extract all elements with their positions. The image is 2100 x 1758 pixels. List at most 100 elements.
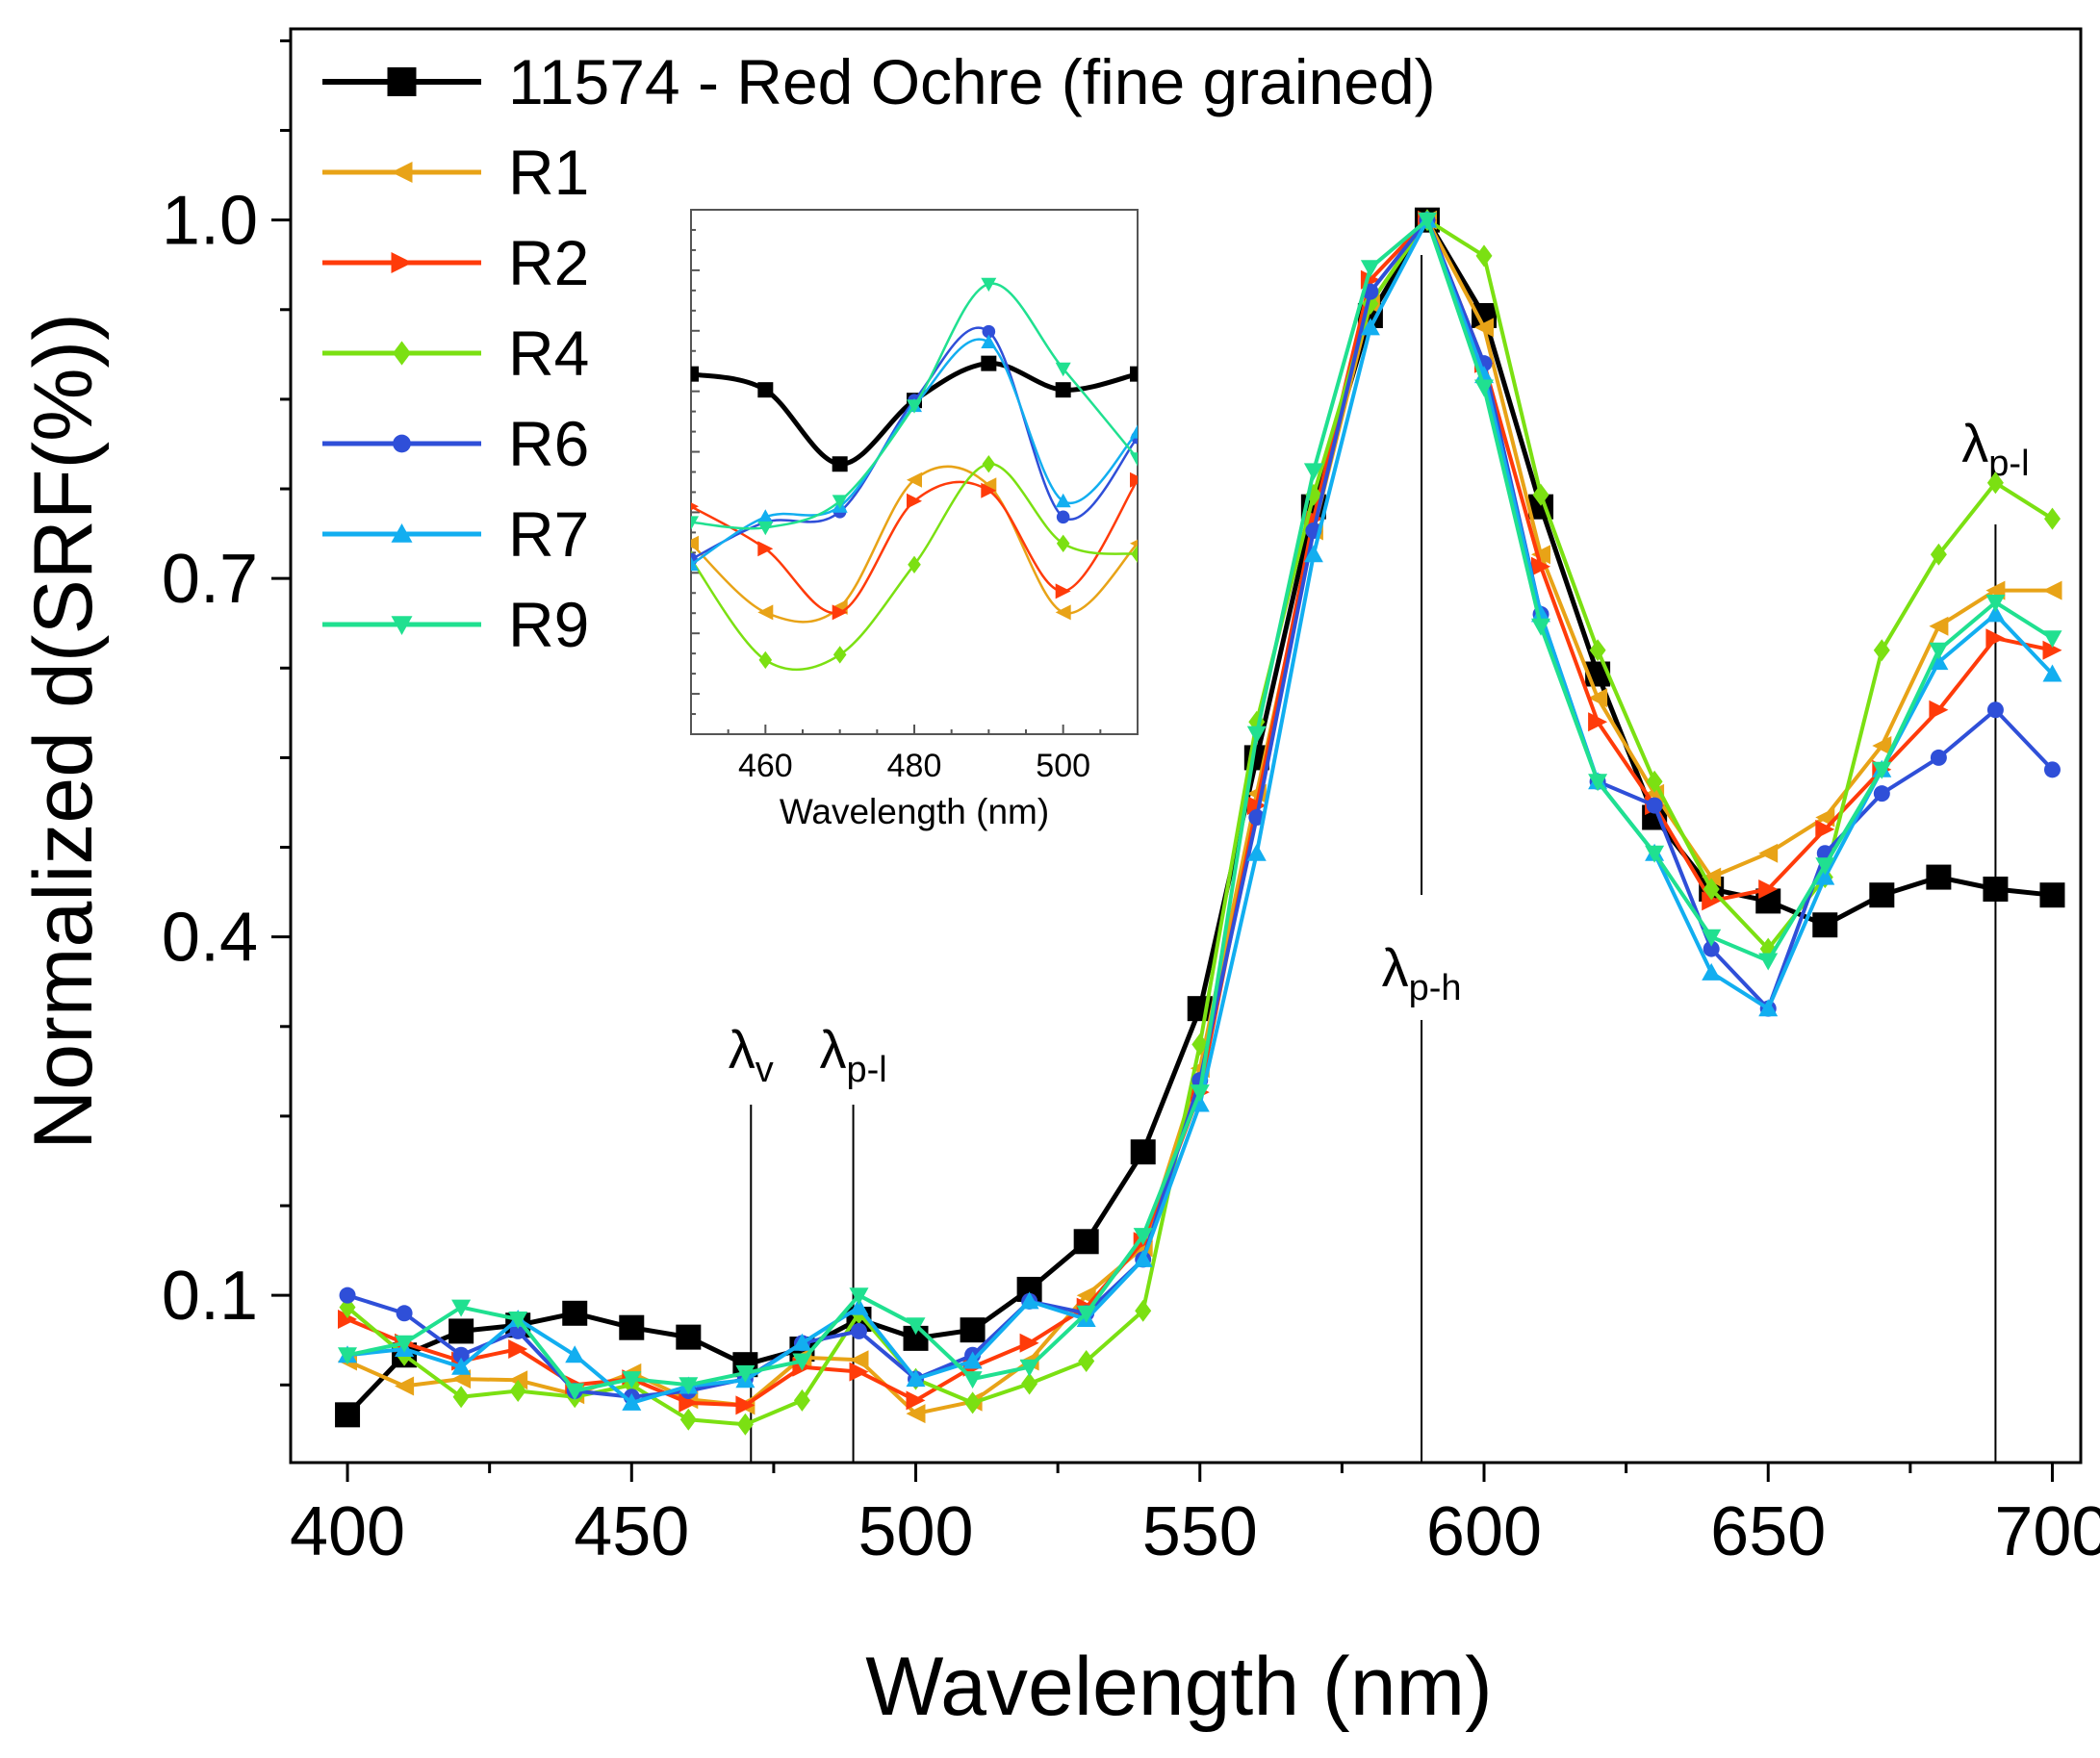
inset-data-point [1055, 362, 1071, 377]
data-point [1815, 857, 1835, 876]
legend-entry: R9 [322, 589, 589, 660]
series-r4 [339, 209, 2061, 1436]
series-11574 [335, 207, 2065, 1428]
inset-data-point [1130, 452, 1138, 467]
legend-label: R9 [508, 589, 589, 660]
data-point [1812, 912, 1838, 938]
legend-label: R7 [508, 498, 589, 570]
data-point [1645, 845, 1665, 863]
data-point [676, 1324, 702, 1350]
data-point [1872, 761, 1892, 779]
y-tick-label: 0.4 [162, 900, 258, 977]
data-point [792, 1333, 812, 1351]
data-point [2042, 580, 2062, 600]
inset-data-point [1130, 539, 1138, 548]
data-point [1926, 864, 1952, 890]
data-point [396, 1305, 413, 1322]
legend: 11574 - Red Ochre (fine grained) R1 R2 R4 R6… [322, 46, 1436, 660]
legend-marker [393, 434, 411, 453]
data-point [960, 1317, 986, 1343]
inset-data-point [691, 556, 699, 572]
inset-data-point [981, 355, 997, 371]
data-point [906, 1404, 926, 1424]
data-point [1135, 1299, 1152, 1322]
inset-series-r9 [691, 277, 1138, 536]
data-point [451, 1357, 472, 1375]
legend-entry: R1 [322, 137, 589, 208]
inset-series-r1 [691, 465, 1138, 624]
data-point [508, 1339, 528, 1359]
data-point [2039, 882, 2065, 908]
series-line [346, 217, 2054, 1399]
inset-data-point [832, 646, 847, 664]
data-point [964, 1391, 982, 1414]
inset-data-point [981, 482, 997, 498]
data-point [1872, 736, 1892, 755]
data-point [2042, 640, 2062, 660]
data-point [736, 1413, 754, 1436]
data-point [335, 1402, 361, 1428]
data-point [1303, 545, 1323, 563]
data-point [339, 1287, 356, 1304]
data-point [1873, 639, 1890, 662]
annotation-label: λv [729, 1019, 774, 1090]
data-point [1702, 962, 1722, 981]
data-point [565, 1345, 585, 1363]
inset-data-point [1055, 493, 1071, 508]
data-point [1021, 1372, 1038, 1395]
inset-data-point [907, 493, 922, 509]
inset-data-point [907, 399, 922, 414]
data-point [2044, 507, 2061, 530]
data-point [850, 1322, 867, 1339]
data-point [2042, 664, 2062, 682]
data-point [1758, 879, 1779, 899]
data-point [1531, 545, 1550, 565]
series-layer [335, 207, 2065, 1436]
inset-data-point [908, 555, 921, 573]
data-point [1588, 688, 1608, 708]
inset-data-point [757, 521, 774, 536]
data-point [448, 1318, 474, 1344]
inset-data-point [757, 509, 774, 523]
data-point [849, 1362, 869, 1382]
data-point [1474, 379, 1494, 397]
data-point [1929, 700, 1949, 720]
series-r6 [339, 212, 2061, 1406]
data-point [1702, 891, 1722, 911]
series-line [346, 217, 2053, 1417]
inset-chart: 460 480 500 Wavelength (nm) [690, 209, 1139, 831]
data-point [1589, 639, 1606, 662]
legend-marker [391, 523, 413, 543]
inset-data-point [757, 541, 774, 557]
data-point [1929, 616, 1949, 636]
data-point [565, 1383, 585, 1401]
data-point [1986, 701, 2004, 719]
inset-x-tick-label: 500 [1036, 748, 1090, 784]
y-tick-label: 1.0 [162, 183, 258, 260]
legend-entry: R4 [322, 318, 589, 389]
legend-entry: 11574 - Red Ochre (fine grained) [322, 46, 1436, 117]
inset-data-point [691, 535, 699, 551]
inset-data-point [758, 650, 773, 670]
data-point [1758, 999, 1779, 1017]
data-point [1019, 1359, 1039, 1377]
data-point [562, 1300, 588, 1326]
y-tick-label: 0.7 [162, 541, 258, 618]
legend-entry: R2 [322, 227, 589, 298]
data-point [849, 1350, 869, 1370]
data-point [1702, 929, 1722, 947]
data-point [906, 1390, 926, 1411]
data-point [792, 1353, 812, 1371]
data-point [1191, 1032, 1209, 1056]
inset-data-point [1056, 510, 1070, 524]
series-line [346, 217, 2054, 1405]
legend-label: R6 [508, 408, 589, 479]
inset-data-point [1130, 424, 1138, 439]
data-point [1588, 712, 1608, 732]
data-point [2042, 630, 2062, 649]
data-point [679, 1392, 699, 1413]
legend-label: R4 [508, 318, 589, 389]
x-tick-label: 500 [858, 1493, 973, 1570]
data-point [452, 1386, 470, 1409]
inset-data-point [1055, 604, 1071, 621]
